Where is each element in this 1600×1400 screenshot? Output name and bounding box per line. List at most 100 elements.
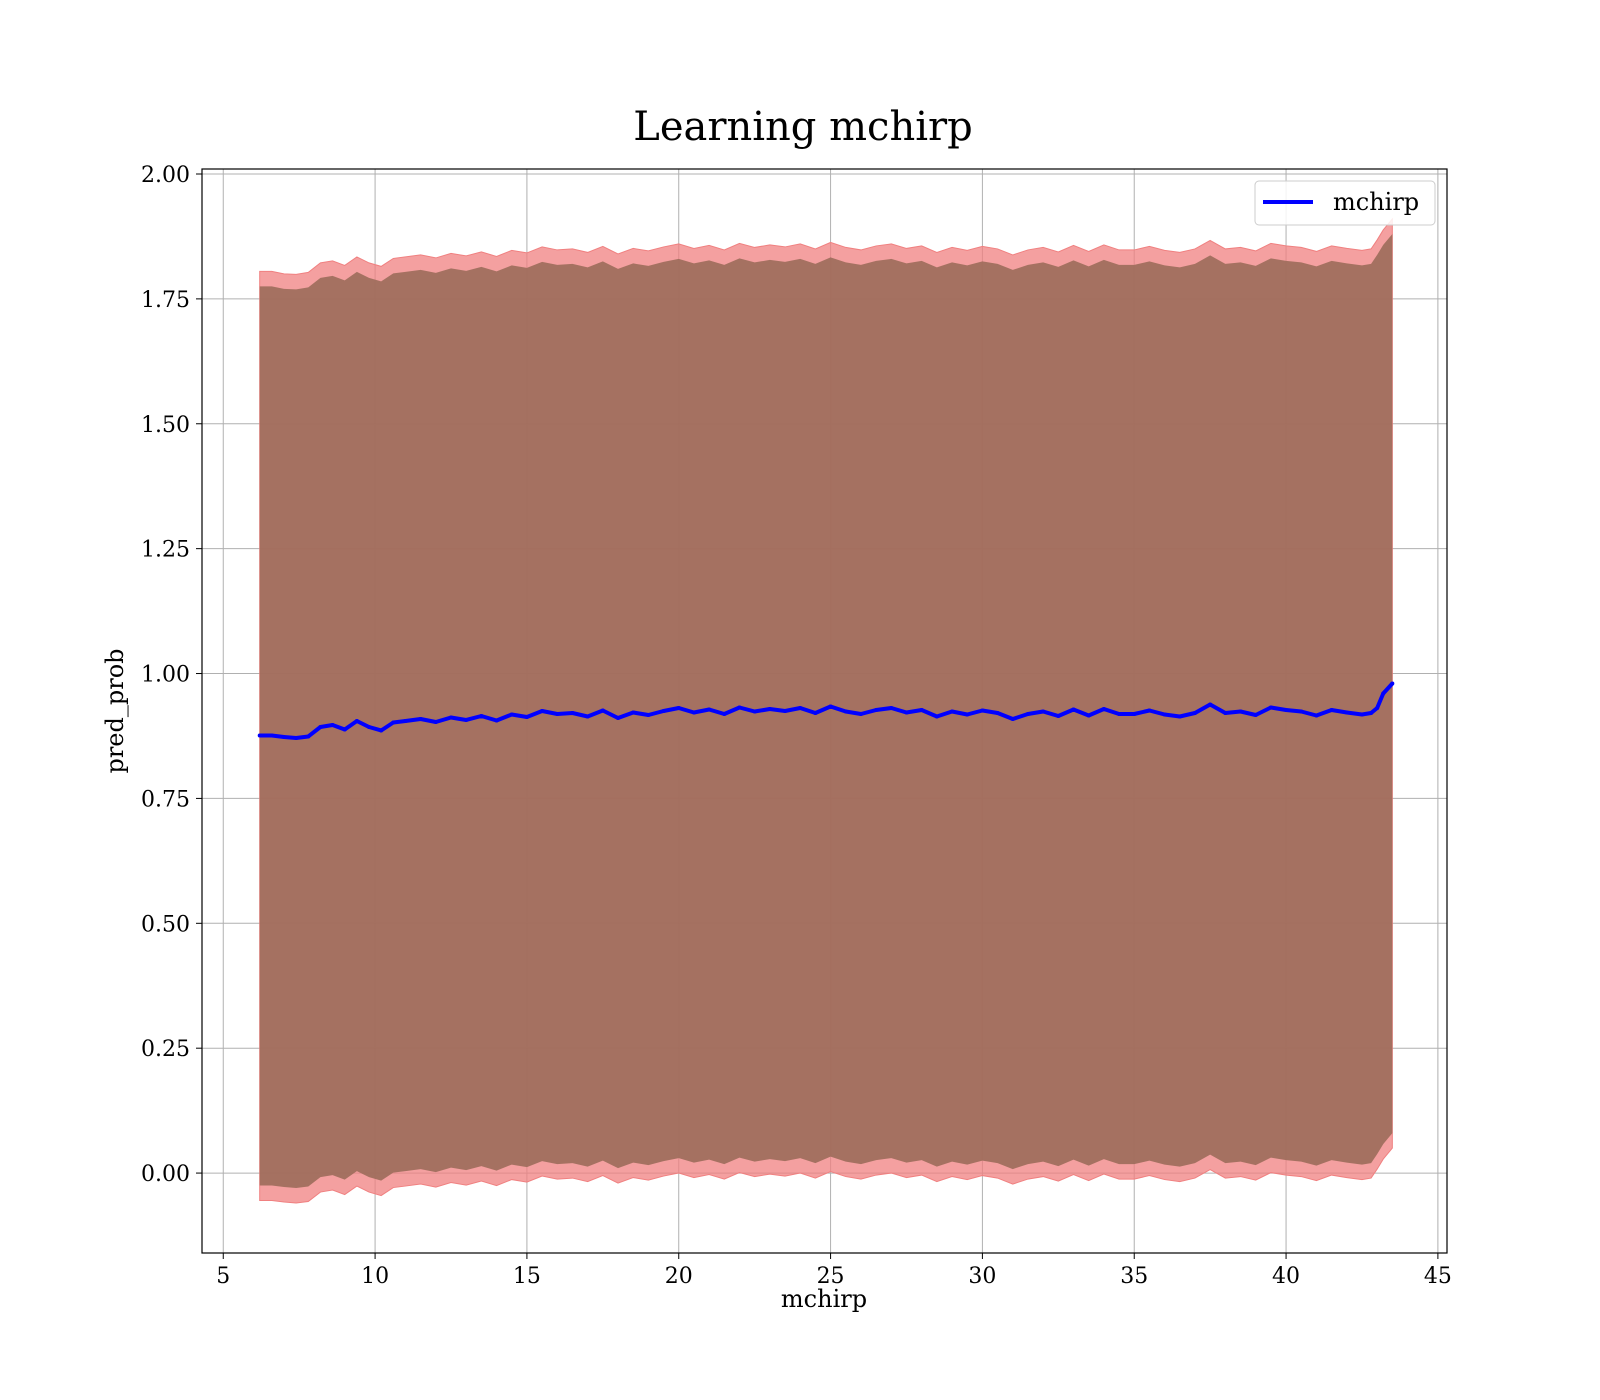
data-point xyxy=(1041,709,1046,714)
data-point xyxy=(1208,702,1213,707)
x-tick-label: 40 xyxy=(1272,1264,1300,1289)
data-point xyxy=(1086,713,1091,718)
data-point xyxy=(1010,716,1015,721)
data-point xyxy=(661,709,666,713)
data-point xyxy=(1071,707,1076,712)
y-tick-label: 2.00 xyxy=(141,163,190,188)
x-tick-label: 35 xyxy=(1120,1264,1148,1289)
data-point xyxy=(676,706,681,710)
y-tick-label: 1.25 xyxy=(141,538,190,563)
data-point xyxy=(318,724,323,729)
data-point xyxy=(950,709,955,714)
confidence-bands xyxy=(259,217,1393,1204)
x-tick-label: 30 xyxy=(968,1264,996,1289)
legend: mchirp xyxy=(1254,180,1436,226)
data-point xyxy=(1238,709,1243,714)
data-point xyxy=(1162,712,1167,717)
data-point xyxy=(767,707,772,711)
data-point xyxy=(449,715,453,720)
data-point xyxy=(919,708,924,712)
series-lines xyxy=(257,681,1395,740)
inner-confidence-band xyxy=(259,233,1393,1189)
data-point xyxy=(367,724,372,729)
data-point xyxy=(1223,711,1228,715)
data-point xyxy=(524,714,529,719)
x-tick-label: 45 xyxy=(1424,1264,1452,1289)
data-point xyxy=(813,711,818,715)
data-point xyxy=(1299,709,1304,714)
data-point xyxy=(707,707,712,712)
x-tick-label: 25 xyxy=(817,1264,845,1289)
data-point xyxy=(646,713,651,717)
data-point xyxy=(737,705,742,710)
data-point xyxy=(1381,691,1386,696)
data-point xyxy=(570,711,575,715)
data-point xyxy=(585,714,590,719)
data-point xyxy=(555,712,560,716)
data-point xyxy=(379,728,384,733)
data-point xyxy=(1056,714,1061,718)
data-point xyxy=(306,734,311,739)
data-point xyxy=(403,718,408,723)
data-point xyxy=(1375,706,1380,710)
y-tick-label: 0.50 xyxy=(141,912,190,937)
data-point xyxy=(980,708,985,713)
data-point xyxy=(509,712,514,717)
x-tick-label: 15 xyxy=(513,1264,541,1289)
data-point xyxy=(281,734,286,739)
data-point xyxy=(1132,712,1137,716)
data-point xyxy=(294,735,299,740)
data-point xyxy=(965,712,970,717)
data-point xyxy=(1117,712,1122,716)
x-tick-label: 10 xyxy=(361,1264,389,1289)
data-point xyxy=(1369,711,1374,715)
data-point xyxy=(464,717,469,722)
data-point xyxy=(342,727,347,732)
data-point xyxy=(330,722,335,727)
data-point xyxy=(858,712,863,716)
chart-title: Learning mchirp xyxy=(633,104,972,150)
y-axis-ticks: 0.00 0.25 0.50 0.75 1.00 1.25 1.50 1.75 2.00 xyxy=(141,163,202,1187)
data-point xyxy=(1147,708,1152,713)
data-point xyxy=(257,733,262,738)
data-point xyxy=(1314,713,1319,718)
data-point xyxy=(1253,713,1258,717)
x-tick-label: 20 xyxy=(665,1264,693,1289)
data-point xyxy=(1359,712,1364,717)
data-point xyxy=(600,708,605,713)
x-tick-label: 5 xyxy=(216,1264,230,1289)
y-tick-label: 1.75 xyxy=(141,288,190,313)
data-point xyxy=(354,718,359,723)
data-point xyxy=(934,714,939,719)
data-point xyxy=(433,719,438,724)
data-point xyxy=(874,708,879,712)
y-tick-label: 0.00 xyxy=(141,1162,190,1187)
data-point xyxy=(479,714,484,718)
data-point xyxy=(889,706,894,710)
data-point xyxy=(631,710,636,715)
data-point xyxy=(540,709,545,713)
y-tick-label: 1.00 xyxy=(141,663,190,688)
data-point xyxy=(691,710,696,715)
data-point xyxy=(1390,681,1395,686)
data-point xyxy=(494,718,499,723)
x-axis-ticks: 5 10 15 20 25 30 35 40 45 xyxy=(216,1253,1452,1289)
data-point xyxy=(722,712,727,716)
data-point xyxy=(1344,710,1349,715)
data-point xyxy=(843,709,848,714)
data-point xyxy=(616,715,621,720)
data-point xyxy=(1284,708,1289,712)
legend-label: mchirp xyxy=(1333,188,1419,216)
data-point xyxy=(1329,708,1334,712)
series-line-mchirp xyxy=(259,682,1394,740)
y-axis-label: pred_prob xyxy=(101,648,129,773)
data-point xyxy=(418,716,423,721)
plot-frame xyxy=(201,168,1448,1254)
y-tick-label: 0.75 xyxy=(141,787,190,812)
y-tick-label: 1.50 xyxy=(141,413,190,438)
y-tick-label: 0.25 xyxy=(141,1037,190,1062)
data-point xyxy=(1177,714,1182,719)
data-point xyxy=(995,711,1000,715)
